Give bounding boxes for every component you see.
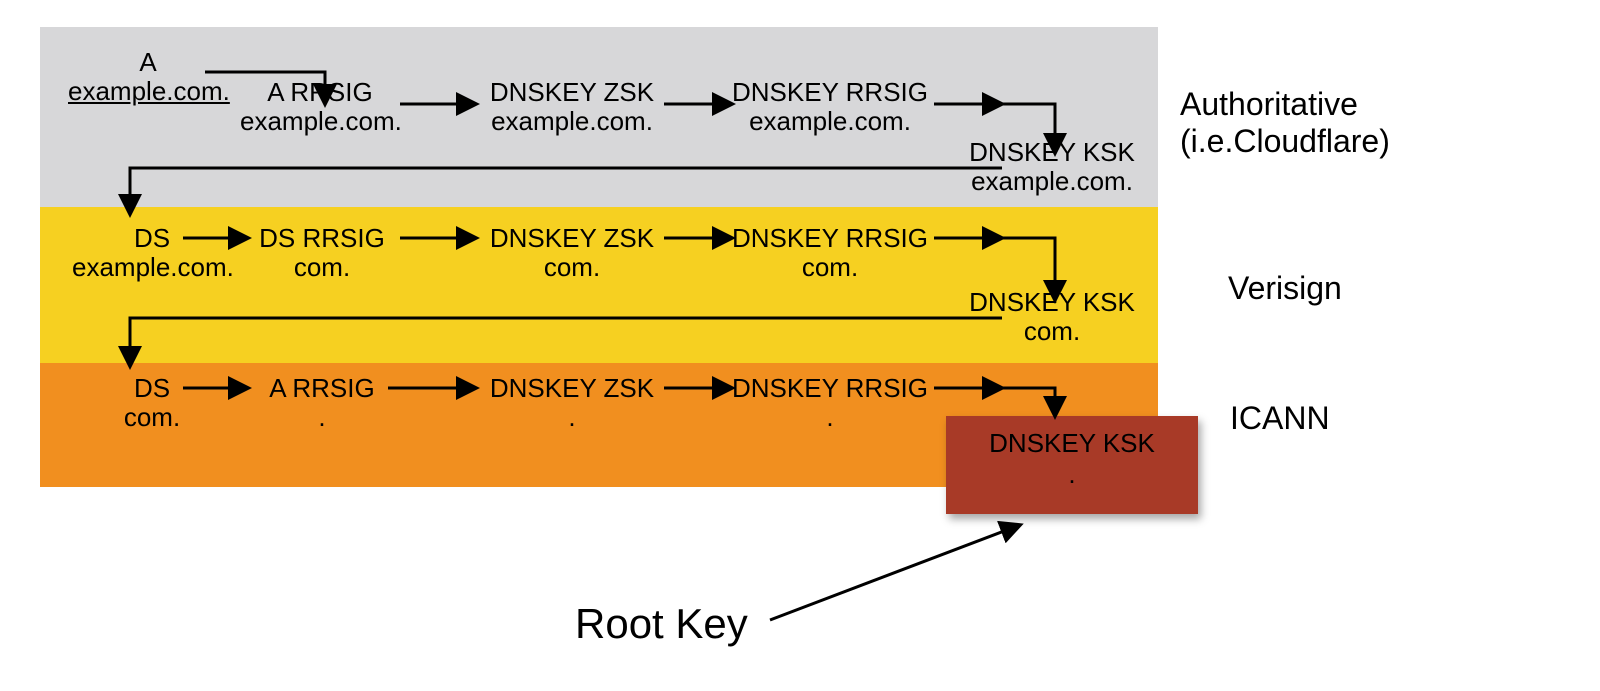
node-dnskey-ksk-com: DNSKEY KSKcom.: [962, 288, 1142, 345]
node-dnskey-zsk-root: DNSKEY ZSK.: [477, 374, 667, 431]
node-line: DNSKEY KSK: [962, 138, 1142, 167]
root-key-box: DNSKEY KSK .: [946, 416, 1198, 514]
node-line: DNSKEY ZSK: [477, 78, 667, 107]
node-line: example.com.: [725, 107, 935, 136]
node-line: .: [477, 403, 667, 432]
node-line: A RRSIG: [257, 374, 387, 403]
node-line: DNSKEY RRSIG: [725, 224, 935, 253]
node-line: example.com.: [68, 77, 228, 106]
node-a-example: Aexample.com.: [68, 48, 228, 105]
node-dsrrsig-com: DS RRSIGcom.: [247, 224, 397, 281]
node-line: example.com.: [72, 253, 232, 282]
band-label-line: ICANN: [1230, 400, 1330, 436]
node-line: .: [257, 403, 387, 432]
node-line: DNSKEY KSK: [962, 288, 1142, 317]
node-line: DNSKEY ZSK: [477, 224, 667, 253]
root-key-label: Root Key: [575, 600, 748, 648]
band-label-icann: ICANN: [1230, 400, 1330, 437]
node-line: com.: [962, 317, 1142, 346]
node-dnskey-zsk-example: DNSKEY ZSKexample.com.: [477, 78, 667, 135]
node-line: DS: [112, 374, 192, 403]
node-line: .: [1068, 459, 1075, 489]
node-line: com.: [725, 253, 935, 282]
node-line: .: [725, 403, 935, 432]
node-dnskey-ksk-example: DNSKEY KSKexample.com.: [962, 138, 1142, 195]
band-label-line: Verisign: [1228, 270, 1342, 306]
node-line: DS: [72, 224, 232, 253]
node-line: com.: [477, 253, 667, 282]
node-arrsig-root: A RRSIG.: [257, 374, 387, 431]
node-line: example.com.: [962, 167, 1142, 196]
node-line: example.com.: [477, 107, 667, 136]
node-ds-com: DScom.: [112, 374, 192, 431]
node-line: DNSKEY RRSIG: [725, 374, 935, 403]
band-label-line: Authoritative: [1180, 86, 1358, 122]
node-line: DNSKEY RRSIG: [725, 78, 935, 107]
node-dnskey-rrsig-com: DNSKEY RRSIGcom.: [725, 224, 935, 281]
node-line: A: [68, 48, 228, 77]
node-dnskey-rrsig-root: DNSKEY RRSIG.: [725, 374, 935, 431]
diagram-canvas: Authoritative (i.e.Cloudflare) Verisign …: [0, 0, 1600, 691]
node-dnskey-rrsig-example: DNSKEY RRSIGexample.com.: [725, 78, 935, 135]
node-ds-example: DSexample.com.: [72, 224, 232, 281]
band-label-verisign: Verisign: [1228, 270, 1342, 307]
node-line: A RRSIG: [240, 78, 400, 107]
node-line: DNSKEY KSK: [989, 428, 1155, 458]
band-label-authoritative: Authoritative (i.e.Cloudflare): [1180, 86, 1390, 160]
band-label-line: (i.e.Cloudflare): [1180, 123, 1390, 159]
node-dnskey-zsk-com: DNSKEY ZSKcom.: [477, 224, 667, 281]
node-line: DNSKEY ZSK: [477, 374, 667, 403]
node-line: com.: [112, 403, 192, 432]
node-line: com.: [247, 253, 397, 282]
node-arrsig-example: A RRSIGexample.com.: [240, 78, 400, 135]
node-line: DS RRSIG: [247, 224, 397, 253]
node-line: example.com.: [240, 107, 400, 136]
